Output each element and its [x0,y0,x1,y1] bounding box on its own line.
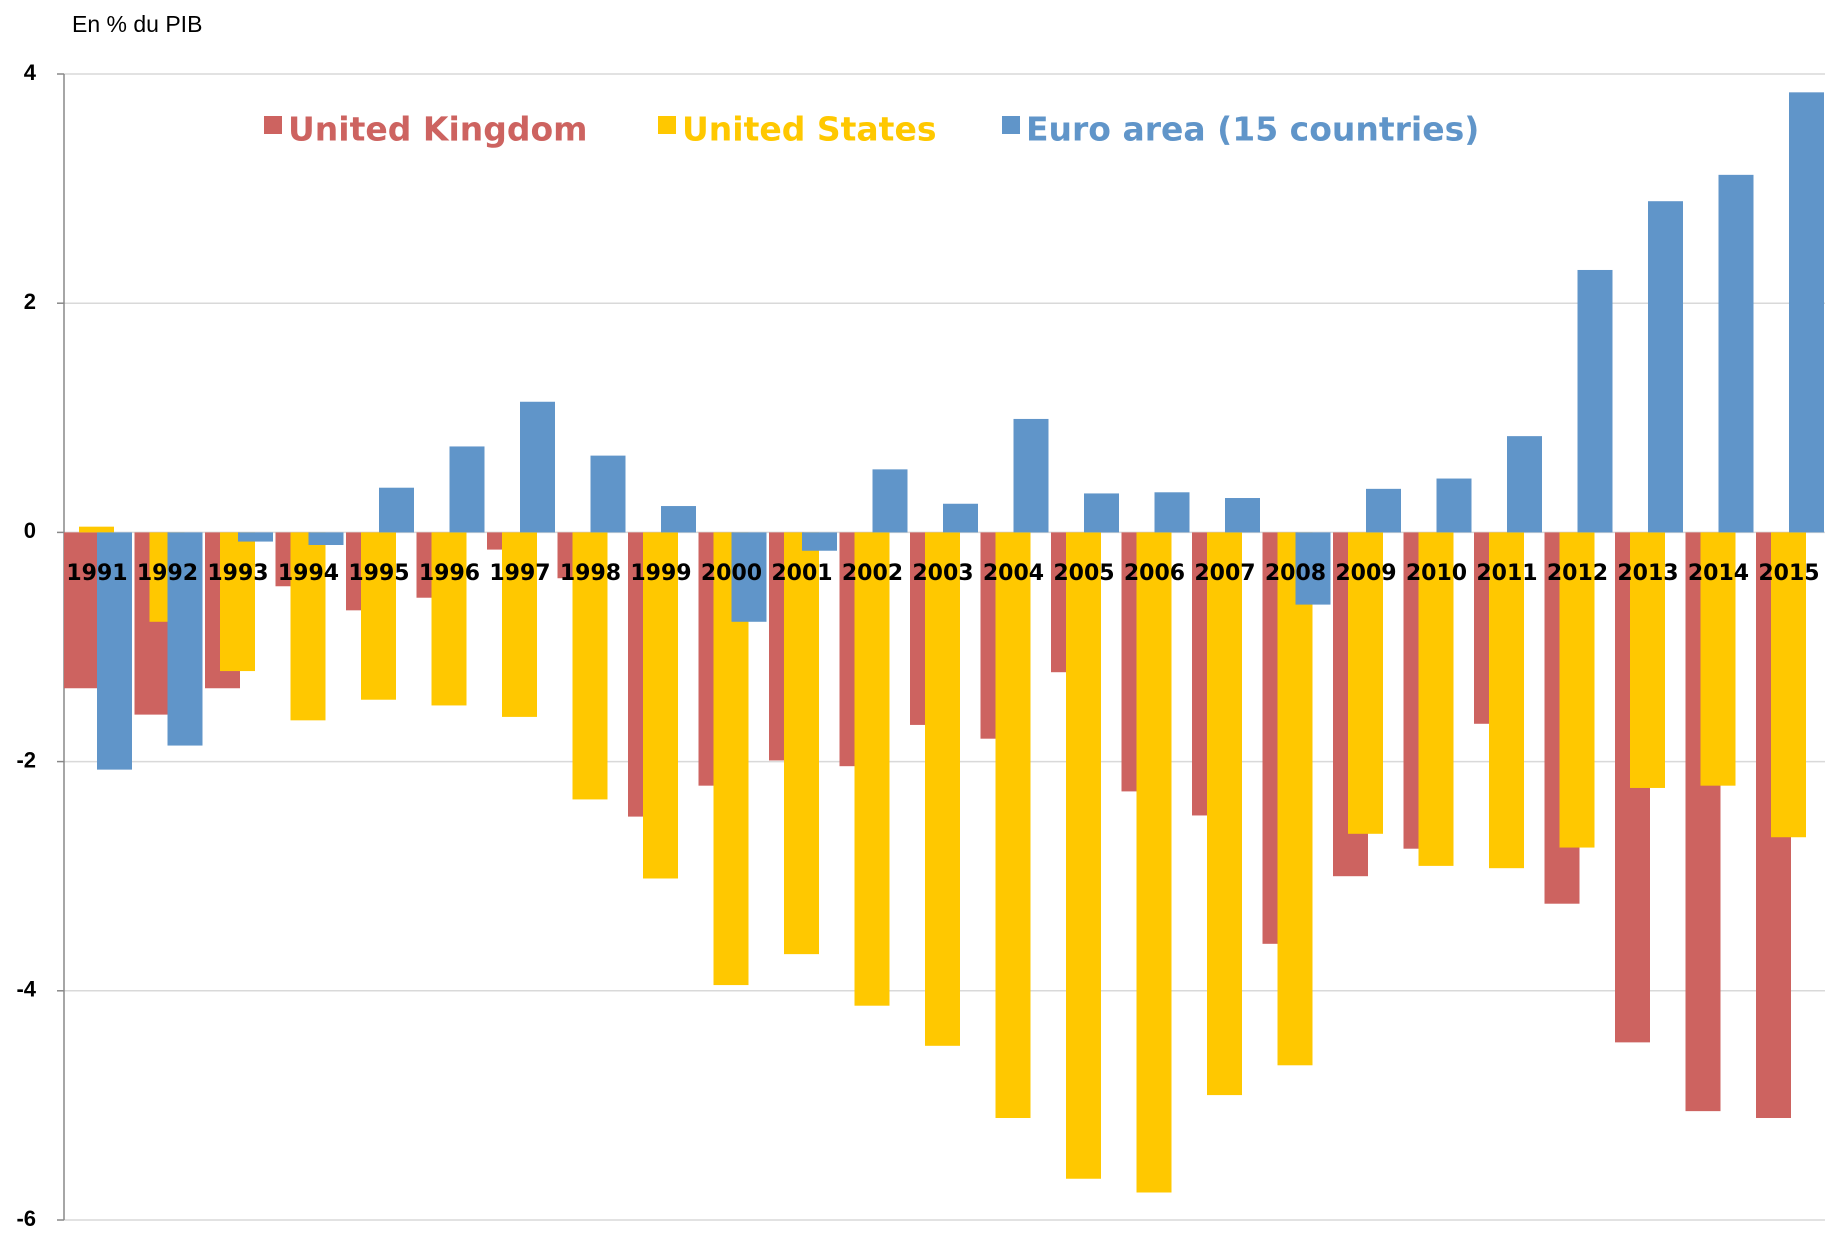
x-tick-label: 2001 [771,561,832,586]
x-tick-label: 1996 [419,561,480,586]
bar [1507,436,1542,533]
bar [1013,418,1049,533]
bar [661,506,696,533]
bar [167,532,203,746]
bar [925,532,960,1046]
x-tick-label: 2012 [1547,561,1608,586]
bar [1154,492,1190,533]
y-tick-label: 4 [24,60,37,85]
bar [79,526,114,533]
bar [784,532,819,955]
x-tick-label: 1999 [630,561,691,586]
bar [802,532,837,551]
bar [872,469,908,533]
bar [1489,532,1524,869]
x-tick-label: 1994 [278,561,339,586]
bar [1718,174,1754,533]
bar [1700,532,1736,786]
legend-swatch [264,116,282,134]
bar [1207,532,1242,1096]
bar [1648,201,1683,533]
x-tick-label: 2006 [1124,561,1185,586]
y-tick-label: 0 [24,518,36,543]
bar [449,446,485,533]
bar [995,532,1031,1119]
bar [1436,478,1472,533]
bar [1577,269,1613,533]
bar [590,455,626,533]
bar [1136,532,1172,1193]
x-tick-label: 2014 [1688,561,1749,586]
y-tick-label: -4 [16,977,36,1002]
bar [361,532,396,700]
legend-swatch [1002,116,1020,134]
legend-label: Euro area (15 countries) [1026,110,1479,149]
bar [643,532,678,879]
bar [1225,498,1260,533]
legend-background [170,80,1506,185]
bar [943,503,978,533]
bar [1789,92,1824,533]
y-tick-label: 2 [24,289,36,314]
bar [1277,532,1313,1066]
x-tick-label: 1991 [66,561,127,586]
x-tick-label: 1993 [207,561,268,586]
bar [502,532,537,717]
x-tick-label: 1997 [489,561,550,586]
bar [220,532,255,672]
bar [731,532,767,622]
bar [854,532,890,1006]
bar [520,401,555,533]
x-tick-label: 1992 [137,561,198,586]
bar [308,532,344,546]
y-tick-label: -6 [16,1206,36,1231]
bar [431,532,467,706]
bar [238,532,273,542]
x-tick-label: 2013 [1617,561,1678,586]
bar [1366,488,1401,533]
y-tick-label: -2 [16,747,36,772]
x-tick-label: 2004 [983,561,1044,586]
legend-label: United States [682,110,936,149]
bar [1066,532,1101,1179]
bar [1084,493,1119,533]
y-axis-label: En % du PIB [72,11,202,37]
x-tick-label: 2011 [1476,561,1537,586]
x-tick-label: 2003 [912,561,973,586]
x-tick-label: 2002 [842,561,903,586]
x-tick-label: 2008 [1265,561,1326,586]
bar [1771,532,1806,838]
bar [1418,532,1454,866]
x-tick-label: 2009 [1335,561,1396,586]
bar [97,532,132,770]
x-tick-label: 2015 [1758,561,1819,586]
x-tick-label: 2010 [1406,561,1467,586]
legend-swatch [658,116,676,134]
x-tick-label: 1998 [560,561,621,586]
bar [572,532,608,800]
bar [1559,532,1595,848]
bar [1295,532,1331,605]
bar [290,532,326,721]
bar [64,532,99,689]
legend-label: United Kingdom [288,110,588,149]
x-tick-label: 2007 [1194,561,1255,586]
x-tick-label: 1995 [348,561,409,586]
x-tick-label: 2005 [1053,561,1114,586]
bar [1630,532,1665,788]
bar [1348,532,1383,834]
x-tick-label: 2000 [701,561,762,586]
bar [379,487,414,533]
